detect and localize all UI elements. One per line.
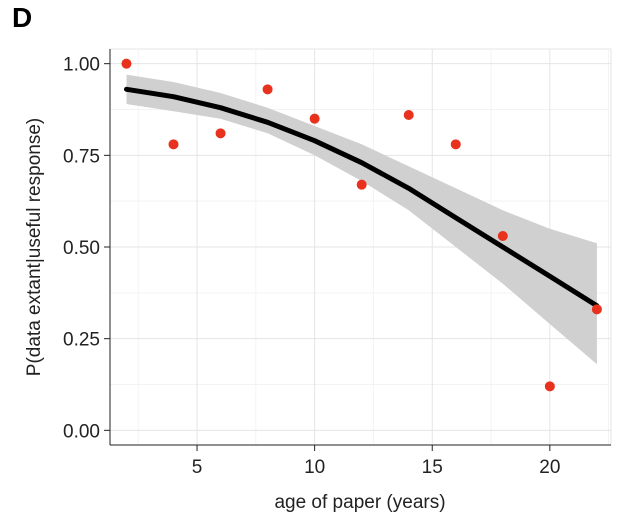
- y-ticks: 0.00 0.25 0.50 0.75 1.00: [63, 55, 110, 442]
- data-point: [168, 139, 179, 150]
- confidence-band-area: [126, 74, 597, 365]
- panel-label: D: [12, 2, 33, 33]
- data-point: [403, 110, 414, 120]
- fit-curve: [124, 86, 600, 309]
- x-ticks: 5 10 15 20: [192, 445, 560, 478]
- x-tick-label: 10: [304, 457, 325, 478]
- confidence-band: [126, 74, 597, 365]
- data-point: [356, 179, 367, 190]
- y-axis-title: P(data extant|useful response): [24, 118, 45, 376]
- fit-line: [124, 86, 600, 309]
- y-tick-label: 1.00: [63, 55, 100, 76]
- y-tick-label: 0.00: [63, 421, 100, 442]
- y-tick-label: 0.50: [63, 238, 100, 259]
- x-tick-label: 5: [192, 457, 203, 478]
- data-point: [497, 231, 508, 241]
- y-tick-label: 0.25: [63, 330, 100, 351]
- data-point: [262, 84, 273, 95]
- x-axis-title: age of paper (years): [274, 492, 445, 513]
- y-tick-label: 0.75: [63, 146, 100, 167]
- data-point: [215, 128, 226, 139]
- data-point: [121, 58, 132, 69]
- data-points: [121, 58, 602, 392]
- x-tick-label: 15: [422, 457, 443, 478]
- data-point: [309, 113, 320, 124]
- data-point: [450, 139, 461, 150]
- x-tick-label: 20: [539, 457, 560, 478]
- data-point: [591, 304, 602, 315]
- data-point: [544, 381, 555, 392]
